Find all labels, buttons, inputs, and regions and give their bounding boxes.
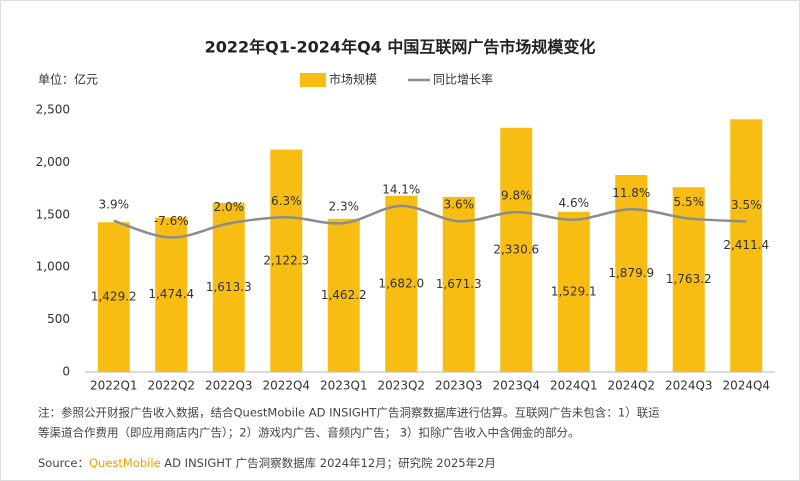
line-value-label: 2.0% xyxy=(214,200,245,214)
line-value-label: -7.6% xyxy=(154,214,189,228)
x-tick-label: 2024Q2 xyxy=(607,379,655,393)
x-tick-label: 2022Q3 xyxy=(205,379,253,393)
y-tick-label: 1,000 xyxy=(36,260,70,274)
x-tick-label: 2023Q4 xyxy=(492,379,540,393)
line-value-label: 3.5% xyxy=(731,198,762,212)
y-tick-label: 2,000 xyxy=(36,155,70,169)
bar-value-label: 2,411.4 xyxy=(723,238,769,252)
bar xyxy=(557,211,590,372)
source-label: Source： xyxy=(38,456,89,470)
bar-value-label: 1,671.3 xyxy=(436,277,482,291)
bar xyxy=(270,149,303,372)
chart-title: 2022年Q1-2024年Q4 中国互联网广告市场规模变化 xyxy=(205,38,596,57)
line-value-label: 2.3% xyxy=(329,200,360,214)
source: Source：QuestMobile AD INSIGHT 广告洞察数据库 20… xyxy=(38,456,496,470)
line-value-label: 4.6% xyxy=(559,196,590,210)
line-value-label: 5.5% xyxy=(674,195,705,209)
bar xyxy=(500,127,533,373)
bar-value-label: 1,613.3 xyxy=(206,280,252,294)
y-tick-label: 1,500 xyxy=(36,207,70,221)
bar-value-label: 2,122.3 xyxy=(263,253,309,267)
bar-value-label: 1,429.2 xyxy=(91,290,137,304)
x-tick-label: 2024Q1 xyxy=(550,379,598,393)
bar-value-label: 1,474.4 xyxy=(148,287,194,301)
line-value-label: 9.8% xyxy=(501,189,532,203)
note-line: 等渠道合作费用（即应用商店内广告）；2）游戏内广告、音频内广告； 3）扣除广告收… xyxy=(38,426,580,440)
unit-label: 单位：亿元 xyxy=(38,72,98,87)
bar xyxy=(155,217,188,372)
line xyxy=(113,204,747,239)
legend-swatch xyxy=(300,73,326,87)
y-tick-label: 2,500 xyxy=(36,103,70,117)
line-value-label: 3.9% xyxy=(99,197,130,211)
bar-value-label: 1,879.9 xyxy=(608,266,654,280)
x-tick-label: 2024Q3 xyxy=(665,379,713,393)
line-value-label: 14.1% xyxy=(382,182,420,196)
line-value-label: 6.3% xyxy=(271,194,302,208)
x-tick-label: 2022Q4 xyxy=(262,379,310,393)
line-value-label: 3.6% xyxy=(444,198,475,212)
x-tick-label: 2022Q2 xyxy=(147,379,195,393)
bar xyxy=(212,202,245,372)
legend-label: 市场规模 xyxy=(329,72,377,87)
source-brand: QuestMobile xyxy=(89,456,161,470)
x-tick-label: 2023Q2 xyxy=(377,379,425,393)
y-tick-label: 0 xyxy=(62,365,70,379)
y-tick-label: 500 xyxy=(47,312,70,326)
legend-label: 同比增长率 xyxy=(433,72,493,87)
bar xyxy=(385,195,418,372)
bar-value-label: 1,763.2 xyxy=(666,272,712,286)
x-tick-label: 2023Q3 xyxy=(435,379,483,393)
bar xyxy=(442,196,475,372)
bar xyxy=(615,174,648,372)
x-tick-label: 2022Q1 xyxy=(90,379,138,393)
bar xyxy=(730,119,763,372)
bar-value-label: 1,529.1 xyxy=(551,284,597,298)
bar-value-label: 2,330.6 xyxy=(493,242,539,256)
x-tick-label: 2023Q1 xyxy=(320,379,368,393)
bar-value-label: 1,462.2 xyxy=(321,288,367,302)
line-value-label: 11.8% xyxy=(612,186,650,200)
note-line: 注：参照公开财报广告收入数据，结合QuestMobile AD INSIGHT广… xyxy=(38,406,660,420)
bar-value-label: 1,682.0 xyxy=(378,276,424,290)
bar xyxy=(97,222,130,372)
source-text: AD INSIGHT 广告洞察数据库 2024年12月；研究院 2025年2月 xyxy=(161,456,496,470)
x-tick-label: 2024Q4 xyxy=(722,379,770,393)
bar xyxy=(327,218,360,372)
